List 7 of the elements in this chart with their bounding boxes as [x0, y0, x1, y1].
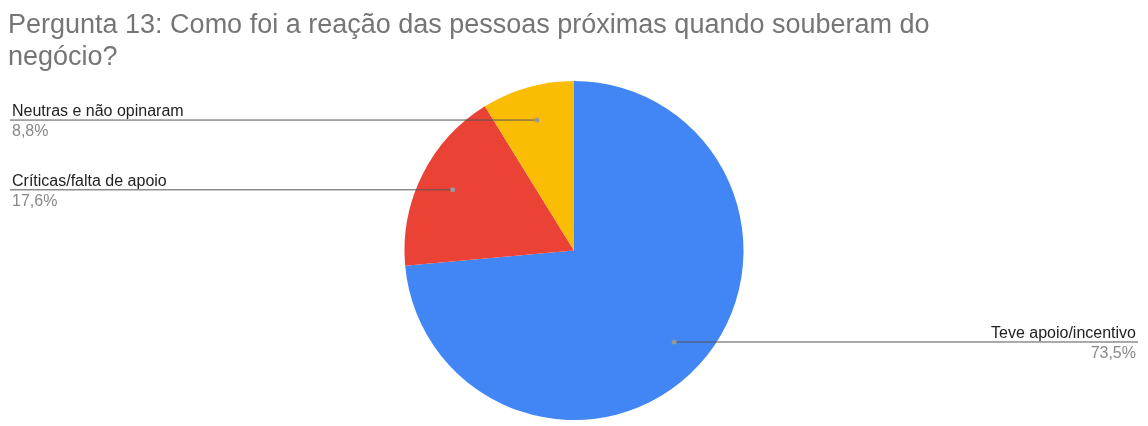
chart-title: Pergunta 13: Como foi a reação das pessoas próximas quando souberam do negócio?	[8, 8, 931, 73]
data-label: 17,6%	[12, 192, 58, 210]
slice-label: Neutras e não opinaram	[12, 102, 184, 120]
data-label: 73,5%	[1090, 344, 1136, 362]
slice-label: Críticas/falta de apoio	[12, 171, 167, 189]
slice-label: Teve apoio/incentivo	[991, 323, 1137, 341]
data-label: 8,8%	[12, 122, 49, 140]
